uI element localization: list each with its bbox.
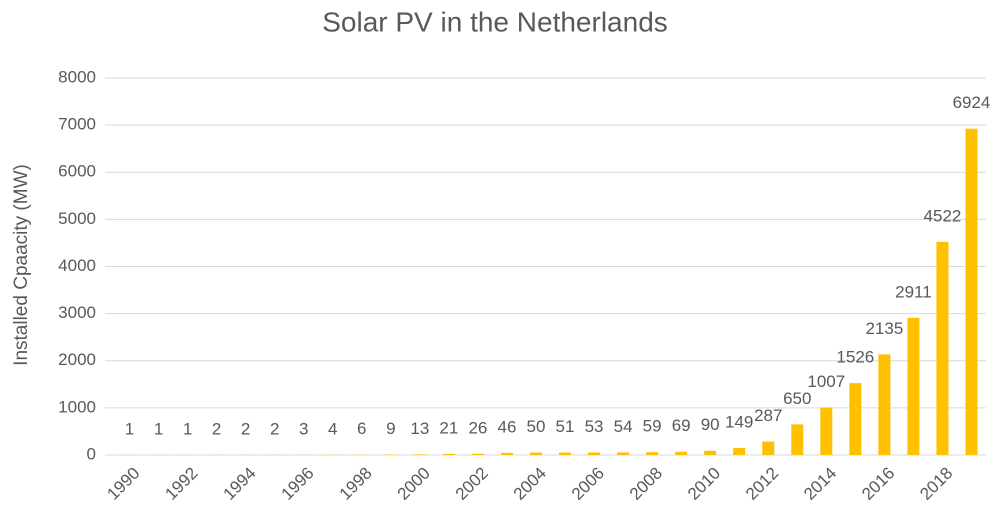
data-label: 1526 bbox=[836, 348, 874, 367]
data-label: 2 bbox=[270, 419, 279, 438]
x-tick-label: 2000 bbox=[394, 464, 434, 504]
x-tick-label: 1994 bbox=[219, 464, 259, 504]
bar bbox=[559, 452, 572, 455]
data-label: 59 bbox=[643, 417, 662, 436]
y-tick-label: 8000 bbox=[58, 67, 96, 86]
data-label: 69 bbox=[672, 416, 691, 435]
x-tick-label: 1996 bbox=[278, 464, 318, 504]
x-tick-label: 2006 bbox=[568, 464, 608, 504]
data-label: 6 bbox=[357, 419, 366, 438]
data-label: 287 bbox=[754, 406, 782, 425]
y-axis-label: Installed Cpaacity (MW) bbox=[11, 164, 32, 366]
data-label: 46 bbox=[497, 417, 516, 436]
data-label: 1 bbox=[125, 419, 134, 438]
y-tick-label: 4000 bbox=[58, 256, 96, 275]
y-tick-label: 5000 bbox=[58, 209, 96, 228]
x-tick-label: 2008 bbox=[626, 464, 666, 504]
bar bbox=[733, 447, 746, 455]
bar bbox=[471, 453, 484, 455]
y-tick-label: 7000 bbox=[58, 115, 96, 134]
data-label: 51 bbox=[556, 417, 575, 436]
data-label: 1007 bbox=[807, 372, 845, 391]
data-label: 50 bbox=[527, 417, 546, 436]
data-label: 149 bbox=[725, 412, 753, 431]
data-label: 90 bbox=[701, 415, 720, 434]
data-label: 2 bbox=[241, 419, 250, 438]
y-tick-label: 0 bbox=[87, 444, 96, 463]
bar bbox=[791, 424, 804, 455]
y-tick-label: 3000 bbox=[58, 303, 96, 322]
x-tick-label: 2014 bbox=[800, 464, 840, 504]
data-label: 4522 bbox=[924, 206, 962, 225]
data-label: 2 bbox=[212, 419, 221, 438]
x-tick-label: 2012 bbox=[742, 464, 782, 504]
bar bbox=[529, 452, 542, 455]
bar bbox=[704, 450, 717, 455]
bar bbox=[646, 452, 659, 455]
data-label: 2135 bbox=[865, 319, 903, 338]
bar bbox=[588, 452, 601, 455]
data-label: 9 bbox=[386, 419, 395, 438]
bar bbox=[442, 454, 455, 455]
y-tick-label: 1000 bbox=[58, 397, 96, 416]
x-tick-label: 1990 bbox=[103, 464, 143, 504]
bar bbox=[936, 241, 949, 455]
data-label: 6924 bbox=[953, 93, 991, 112]
x-tick-label: 2010 bbox=[684, 464, 724, 504]
bar bbox=[617, 452, 630, 455]
bar bbox=[413, 454, 426, 455]
x-tick-label: 2002 bbox=[452, 464, 492, 504]
data-label: 21 bbox=[439, 418, 458, 437]
data-label: 2911 bbox=[895, 282, 932, 301]
data-label: 54 bbox=[614, 417, 633, 436]
bar bbox=[878, 354, 891, 455]
data-label: 650 bbox=[783, 389, 811, 408]
bar bbox=[762, 441, 775, 455]
bar bbox=[675, 451, 688, 455]
x-tick-label: 2004 bbox=[510, 464, 550, 504]
data-label: 1 bbox=[154, 419, 163, 438]
chart-title: Solar PV in the Netherlands bbox=[322, 6, 668, 37]
x-tick-label: 2018 bbox=[916, 464, 956, 504]
bar bbox=[849, 383, 862, 455]
data-label: 4 bbox=[328, 419, 337, 438]
bar bbox=[500, 452, 513, 455]
data-label: 3 bbox=[299, 419, 308, 438]
y-tick-label: 6000 bbox=[58, 162, 96, 181]
data-label: 13 bbox=[410, 419, 429, 438]
data-label: 26 bbox=[468, 418, 487, 437]
data-label: 1 bbox=[183, 419, 192, 438]
bar bbox=[965, 128, 978, 456]
bar bbox=[907, 317, 920, 455]
x-tick-label: 1992 bbox=[161, 464, 201, 504]
data-label: 53 bbox=[585, 417, 604, 436]
x-tick-label: 2016 bbox=[858, 464, 898, 504]
x-tick-label: 1998 bbox=[336, 464, 376, 504]
y-tick-label: 2000 bbox=[58, 350, 96, 369]
bar bbox=[820, 407, 833, 455]
